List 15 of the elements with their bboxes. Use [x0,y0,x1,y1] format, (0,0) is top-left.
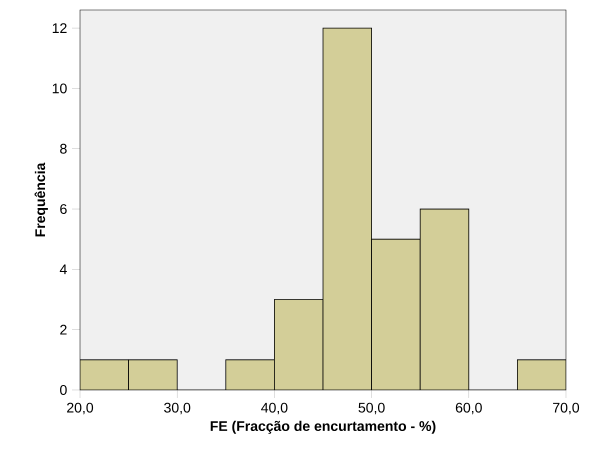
y-tick-label: 2 [60,324,67,335]
x-tick-label: 60,0 [456,402,482,414]
y-tick-label: 8 [60,144,67,154]
x-tick-label: 40,0 [261,402,288,414]
y-axis-title: Frequência [34,162,48,236]
x-tick-label: 50,0 [358,402,385,414]
x-tick-label: 70,0 [553,402,580,414]
y-tick-label: 0 [60,385,67,395]
x-axis-title: FE (Fracção de encurtamento - %) [210,420,436,434]
x-tick-label: 30,0 [164,402,190,414]
y-tick-label: 4 [60,264,67,274]
y-tick-label: 10 [52,83,67,94]
y-tick-label: 12 [52,23,67,33]
x-tick-label: 20,0 [67,402,94,414]
y-tick-label: 6 [60,204,67,214]
